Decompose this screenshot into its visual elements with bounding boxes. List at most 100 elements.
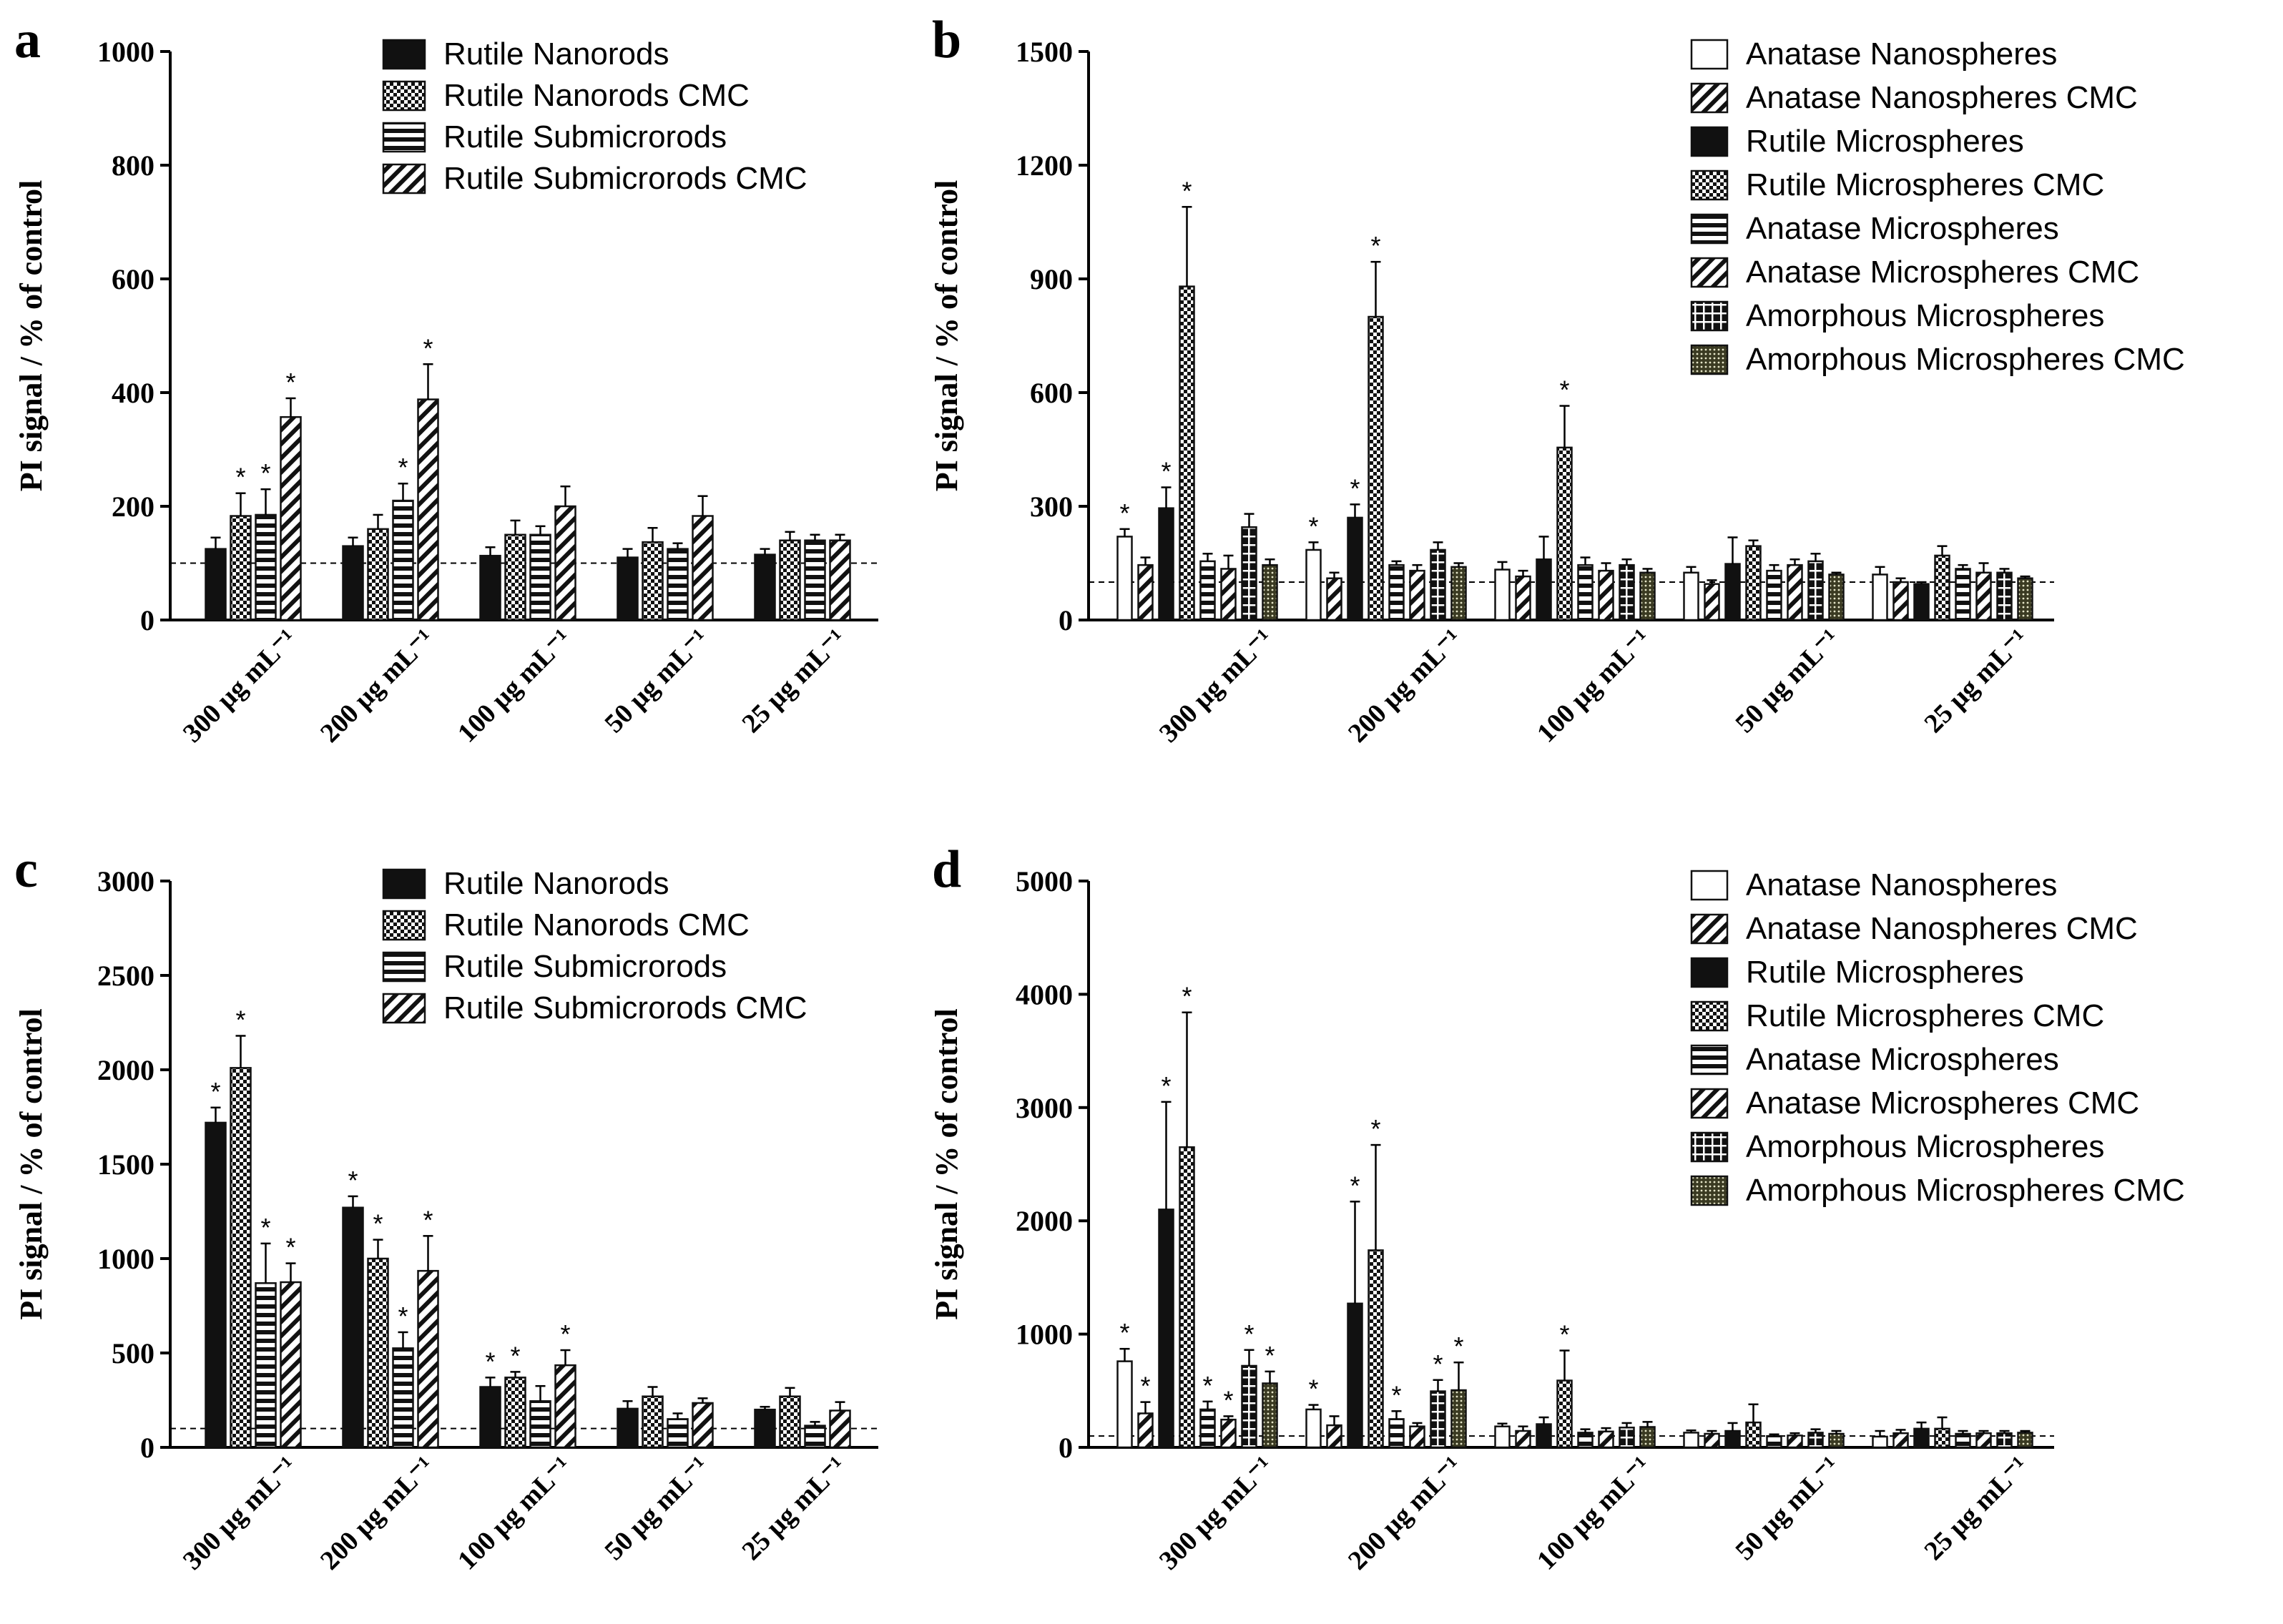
x-category-label: 300 µg mL⁻¹	[1154, 1451, 1279, 1576]
significance-star: *	[285, 1233, 295, 1262]
significance-star: *	[510, 1341, 520, 1370]
significance-star: *	[423, 333, 433, 363]
significance-star: *	[1223, 1385, 1233, 1414]
legend-entry-label: Rutile Microspheres	[1746, 955, 2024, 990]
bar	[779, 539, 801, 621]
legend-swatch	[1690, 913, 1729, 945]
bar	[2017, 1432, 2033, 1449]
bar	[1220, 568, 1237, 621]
bar	[1577, 1432, 1594, 1449]
legend: Anatase Nanospheres Anatase Nanospheres C…	[1690, 36, 2185, 377]
significance-star: *	[1308, 1374, 1318, 1404]
bar	[1577, 564, 1594, 621]
bar	[1262, 564, 1278, 621]
bar	[1828, 1432, 1845, 1449]
bar	[1430, 1390, 1446, 1449]
significance-star: *	[260, 458, 270, 488]
y-tick-label: 2500	[97, 960, 154, 992]
bar	[417, 398, 439, 621]
significance-star: *	[560, 1319, 570, 1349]
panel-letter: a	[14, 11, 41, 69]
bar	[1494, 1425, 1511, 1449]
panel-letter: b	[932, 11, 961, 69]
bar	[1619, 564, 1635, 621]
bar	[1158, 507, 1174, 621]
x-category-label: 300 µg mL⁻¹	[177, 624, 303, 749]
y-tick-label: 4000	[1016, 978, 1073, 1010]
legend-entry-label: Rutile Nanorods CMC	[443, 78, 750, 113]
legend: Anatase Nanospheres Anatase Nanospheres C…	[1690, 867, 2185, 1208]
significance-star: *	[1391, 1380, 1401, 1409]
bar	[367, 528, 389, 621]
x-category-label: 200 µg mL⁻¹	[1342, 624, 1468, 749]
bar	[1199, 1408, 1216, 1449]
legend-swatch	[1690, 1088, 1729, 1119]
bar	[479, 554, 501, 621]
y-tick-label: 1500	[97, 1148, 154, 1181]
y-tick-label: 0	[1059, 604, 1073, 636]
legend-swatch	[1690, 39, 1729, 70]
bar	[1619, 1427, 1635, 1449]
bar	[1137, 1412, 1154, 1449]
bar	[1745, 1421, 1762, 1449]
legend-swatch	[1690, 257, 1729, 288]
bar	[1409, 569, 1425, 621]
bar	[255, 513, 277, 621]
significance-star: *	[1265, 1341, 1275, 1370]
y-tick-label: 0	[140, 604, 154, 636]
x-category-label: 50 µg mL⁻¹	[599, 624, 714, 739]
bar	[642, 1395, 664, 1449]
legend-entry-label: Amorphous Microspheres	[1746, 1129, 2104, 1164]
significance-star: *	[1182, 176, 1192, 205]
legend: Rutile Nanorods Rutile Nanorods CMC Rutile…	[382, 866, 807, 1025]
significance-star: *	[398, 453, 408, 482]
y-tick-label: 600	[112, 263, 154, 295]
bar	[1683, 571, 1699, 621]
legend-entry-label: Anatase Microspheres CMC	[1746, 1086, 2139, 1121]
bar	[1683, 1432, 1699, 1449]
legend-swatch	[1690, 126, 1729, 157]
legend-swatch	[382, 868, 426, 900]
bar	[2017, 577, 2033, 621]
significance-star: *	[235, 463, 245, 492]
panel-letter: d	[932, 840, 961, 899]
y-axis-title: PI signal / % of control	[929, 180, 964, 492]
legend-swatch	[382, 993, 426, 1024]
bar	[754, 1408, 776, 1449]
bar	[1536, 1423, 1552, 1449]
bar	[1305, 548, 1322, 621]
legend-entry-label: Anatase Microspheres	[1746, 1042, 2059, 1077]
y-tick-label: 400	[112, 377, 154, 409]
bar	[692, 515, 714, 621]
legend-swatch	[1690, 957, 1729, 988]
bar	[554, 1364, 576, 1449]
legend-swatch	[1690, 1000, 1729, 1032]
legend-swatch	[1690, 344, 1729, 375]
bar	[1724, 1429, 1741, 1449]
bar	[205, 1121, 227, 1449]
bar	[392, 1347, 414, 1449]
bar	[1828, 574, 1845, 621]
significance-star: *	[1559, 375, 1569, 405]
bar	[1116, 536, 1133, 621]
bar	[1892, 581, 1909, 621]
x-category-label: 100 µg mL⁻¹	[452, 1451, 577, 1576]
bar	[1787, 1434, 1803, 1449]
significance-star: *	[210, 1077, 220, 1106]
legend-entry-label: Rutile Nanorods	[443, 36, 669, 72]
x-category-label: 50 µg mL⁻¹	[599, 1451, 714, 1566]
bar	[804, 539, 826, 621]
x-category-label: 50 µg mL⁻¹	[1729, 1451, 1845, 1566]
bar	[1556, 1379, 1573, 1449]
x-category-label: 200 µg mL⁻¹	[1342, 1451, 1468, 1576]
bar	[280, 1281, 302, 1449]
bar	[1996, 571, 2013, 621]
bar	[1262, 1382, 1278, 1449]
bar	[1388, 564, 1405, 621]
bar	[1872, 574, 1888, 621]
bar	[1913, 1427, 1930, 1449]
legend-swatch	[382, 122, 426, 153]
significance-star: *	[1161, 1071, 1171, 1101]
legend-entry-label: Anatase Nanospheres	[1746, 36, 2057, 72]
significance-star: *	[285, 368, 295, 397]
